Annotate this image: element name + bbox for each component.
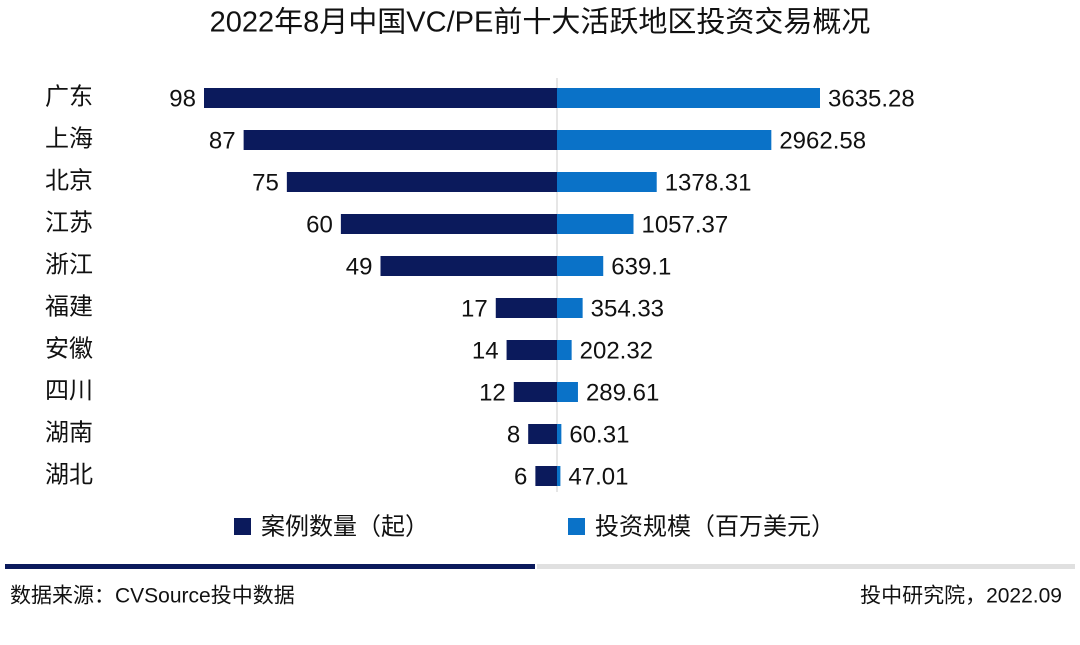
- value-label: 14: [472, 337, 499, 364]
- value-label: 2962.58: [779, 127, 866, 154]
- value-label: 3635.28: [828, 85, 915, 112]
- category-label: 广东: [45, 83, 93, 110]
- bar: [557, 382, 578, 402]
- category-label: 福建: [45, 293, 93, 320]
- value-label: 17: [461, 295, 488, 322]
- value-label: 47.01: [568, 463, 628, 490]
- legend-swatch: [568, 518, 585, 535]
- credit: 投中研究院，2022.09: [860, 585, 1062, 608]
- value-label: 87: [209, 127, 236, 154]
- category-label: 上海: [45, 125, 93, 152]
- bar: [380, 256, 557, 276]
- legend-swatch: [234, 518, 251, 535]
- bar: [340, 214, 557, 234]
- bar: [528, 424, 557, 444]
- category-label: 北京: [45, 167, 93, 194]
- value-label: 639.1: [611, 253, 671, 280]
- bar: [495, 298, 557, 318]
- footer-rule-dark: [5, 564, 535, 569]
- value-label: 98: [169, 85, 196, 112]
- bar: [286, 172, 557, 192]
- bar: [204, 88, 557, 108]
- footer-rule-light: [537, 564, 1075, 569]
- value-label: 12: [479, 379, 506, 406]
- category-label: 湖南: [45, 419, 93, 446]
- value-label: 6: [514, 463, 527, 490]
- category-label: 安徽: [45, 335, 93, 362]
- value-label: 202.32: [580, 337, 653, 364]
- bar: [513, 382, 557, 402]
- category-label: 浙江: [45, 251, 93, 278]
- category-label: 四川: [45, 377, 93, 404]
- category-label: 江苏: [45, 209, 93, 236]
- value-label: 75: [252, 169, 279, 196]
- value-label: 60: [306, 211, 333, 238]
- bar: [243, 130, 558, 150]
- value-label: 60.31: [569, 421, 629, 448]
- value-label: 8: [507, 421, 520, 448]
- legend-label: 投资规模（百万美元）: [595, 513, 835, 540]
- bar: [535, 466, 557, 486]
- bar: [557, 88, 820, 108]
- value-label: 1057.37: [641, 211, 728, 238]
- bar: [506, 340, 557, 360]
- bar: [557, 130, 772, 150]
- value-label: 1378.31: [665, 169, 752, 196]
- value-label: 49: [346, 253, 373, 280]
- source: 数据来源：CVSource投中数据: [10, 585, 295, 608]
- legend-label: 案例数量（起）: [261, 513, 429, 540]
- bar: [557, 466, 561, 486]
- bar: [557, 172, 657, 192]
- value-label: 354.33: [591, 295, 664, 322]
- bar: [557, 214, 634, 234]
- value-label: 289.61: [586, 379, 659, 406]
- chart-title: 2022年8月中国VC/PE前十大活跃地区投资交易概况: [210, 6, 871, 39]
- category-label: 湖北: [45, 461, 93, 488]
- bar: [557, 298, 583, 318]
- bar: [557, 340, 572, 360]
- bar: [557, 424, 562, 444]
- bar: [557, 256, 604, 276]
